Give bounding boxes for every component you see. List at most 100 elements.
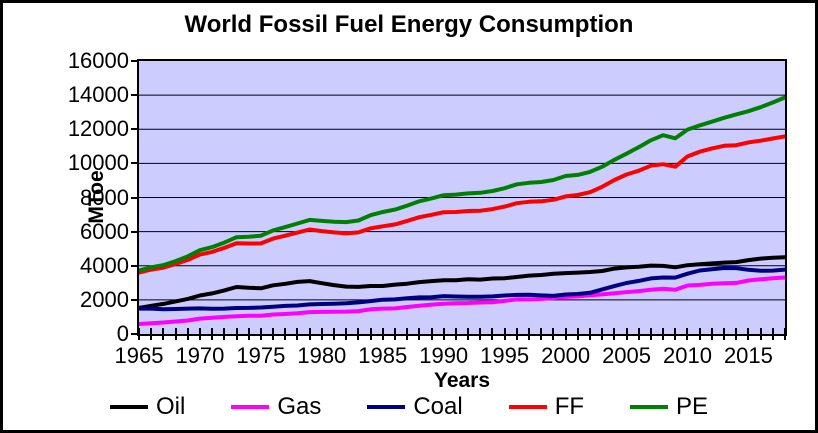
y-tick-label-14000: 14000 — [67, 82, 129, 108]
legend: Oil Gas Coal FF PE — [3, 394, 815, 420]
y-tick-label-8000: 8000 — [80, 184, 129, 210]
legend-label-gas: Gas — [277, 393, 322, 420]
x-tick-mark-1976 — [272, 328, 275, 340]
plot-canvas — [139, 61, 785, 334]
y-tick-label-12000: 12000 — [67, 116, 129, 142]
legend-label-pe: PE — [676, 393, 709, 420]
y-tick-mark-10000 — [131, 162, 138, 165]
series-line-coal — [139, 266, 785, 312]
x-tick-mark-2008 — [662, 328, 665, 340]
y-tick-label-2000: 2000 — [80, 286, 129, 312]
x-tick-mark-1994 — [491, 328, 494, 340]
x-tick-mark-1979 — [308, 328, 311, 340]
x-tick-mark-1987 — [406, 328, 409, 340]
x-tick-label-2005: 2005 — [602, 343, 652, 368]
legend-swatch-coal — [367, 405, 406, 409]
legend-item-pe: PE — [630, 394, 708, 420]
x-tick-mark-2002 — [588, 328, 591, 340]
x-tick-mark-1995 — [503, 328, 506, 340]
x-tick-label-2010: 2010 — [663, 343, 712, 368]
x-tick-label-2000: 2000 — [541, 343, 591, 368]
x-tick-mark-1988 — [418, 328, 421, 340]
x-tick-mark-1992 — [467, 328, 470, 340]
x-tick-mark-2016 — [759, 328, 762, 340]
x-tick-mark-2010 — [686, 328, 689, 340]
x-tick-mark-1983 — [357, 328, 360, 340]
x-tick-mark-1998 — [540, 328, 543, 340]
x-tick-mark-1968 — [174, 328, 177, 340]
x-tick-mark-2006 — [637, 328, 640, 340]
y-tick-mark-14000 — [131, 94, 138, 97]
x-tick-mark-1985 — [381, 328, 384, 340]
x-tick-label-1990: 1990 — [419, 343, 469, 368]
x-tick-mark-1990 — [442, 328, 445, 340]
x-tick-mark-1999 — [552, 328, 555, 340]
x-tick-mark-2003 — [601, 328, 604, 340]
x-axis-title: Years — [433, 369, 491, 392]
x-tick-mark-2007 — [649, 328, 652, 340]
x-tick-mark-1969 — [186, 328, 189, 340]
x-tick-mark-2015 — [747, 328, 750, 340]
x-tick-label-1970: 1970 — [175, 343, 225, 368]
x-tick-mark-2004 — [613, 328, 616, 340]
x-tick-mark-1986 — [393, 328, 396, 340]
x-tick-mark-1981 — [333, 328, 336, 340]
x-tick-mark-1978 — [296, 328, 299, 340]
chart-title: World Fossil Fuel Energy Consumption — [184, 11, 634, 38]
x-tick-mark-1965 — [138, 328, 140, 340]
series-line-oil — [139, 255, 785, 310]
x-tick-label-1965: 1965 — [114, 343, 164, 368]
x-tick-mark-1977 — [284, 328, 287, 340]
x-tick-mark-1980 — [320, 328, 323, 340]
legend-swatch-pe — [630, 405, 669, 409]
x-tick-mark-2011 — [698, 328, 701, 340]
y-tick-label-0: 0 — [116, 321, 129, 346]
y-tick-mark-8000 — [131, 196, 138, 199]
x-tick-mark-1991 — [454, 328, 457, 340]
y-tick-mark-0 — [131, 333, 138, 335]
plot-area — [137, 59, 787, 336]
x-tick-mark-1974 — [247, 328, 250, 340]
x-tick-label-1995: 1995 — [480, 343, 530, 368]
legend-swatch-ff — [508, 405, 547, 409]
series-line-gas — [139, 275, 785, 326]
legend-item-ff: FF — [508, 393, 585, 420]
x-tick-mark-2000 — [564, 328, 567, 340]
x-tick-mark-2012 — [710, 328, 713, 340]
x-tick-mark-2018 — [784, 328, 786, 340]
y-tick-mark-2000 — [131, 298, 138, 301]
x-tick-mark-2009 — [674, 328, 677, 340]
legend-swatch-gas — [231, 405, 270, 409]
y-tick-label-10000: 10000 — [67, 150, 129, 176]
legend-item-oil: Oil — [109, 394, 185, 420]
x-tick-mark-1984 — [369, 328, 372, 340]
legend-item-coal: Coal — [367, 393, 463, 420]
legend-label-coal: Coal — [413, 393, 463, 420]
y-tick-mark-12000 — [131, 128, 138, 131]
x-tick-mark-1996 — [515, 328, 518, 340]
x-tick-mark-1993 — [479, 328, 482, 340]
x-tick-mark-1975 — [259, 328, 262, 340]
y-tick-mark-4000 — [131, 264, 138, 267]
legend-item-gas: Gas — [231, 394, 321, 420]
x-tick-label-1985: 1985 — [358, 343, 408, 368]
x-tick-mark-1972 — [223, 328, 226, 340]
x-tick-mark-2014 — [735, 328, 738, 340]
y-tick-label-16000: 16000 — [67, 48, 129, 73]
x-tick-mark-2005 — [625, 328, 628, 340]
x-tick-mark-1989 — [430, 328, 433, 340]
x-tick-mark-1966 — [150, 328, 153, 340]
x-tick-label-1980: 1980 — [297, 343, 347, 368]
x-tick-label-2015: 2015 — [723, 343, 773, 368]
x-tick-mark-1967 — [162, 328, 165, 340]
x-tick-mark-2001 — [576, 328, 579, 340]
series-line-ff — [139, 134, 785, 275]
legend-label-ff: FF — [554, 393, 585, 420]
y-tick-label-6000: 6000 — [80, 218, 129, 244]
x-tick-label-1975: 1975 — [236, 343, 286, 368]
x-tick-mark-1997 — [528, 328, 531, 340]
y-tick-mark-16000 — [131, 60, 138, 62]
x-tick-mark-1973 — [235, 328, 238, 340]
x-tick-mark-1970 — [198, 328, 201, 340]
